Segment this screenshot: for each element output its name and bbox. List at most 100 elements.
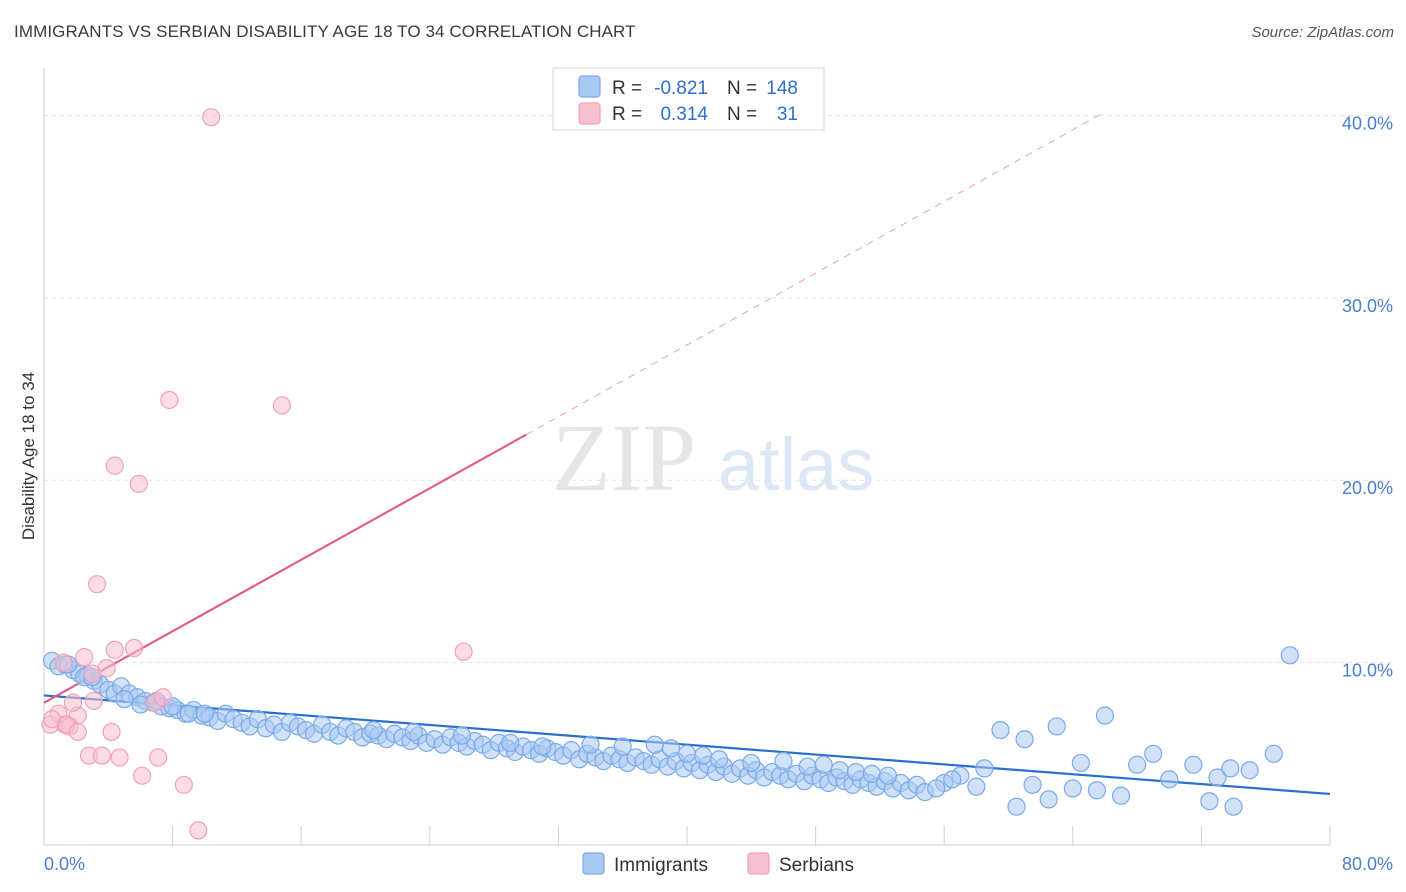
point-serbians-11 (83, 664, 102, 683)
point-serbians-2 (272, 396, 292, 415)
legend-n-value-immigrants: 148 (766, 78, 798, 99)
point-immigrants-149 (1224, 797, 1243, 816)
point-immigrants-139 (878, 766, 898, 785)
point-immigrants-130 (693, 746, 713, 765)
source-label: Source: ZipAtlas.com (1251, 24, 1394, 41)
trend-line-extension-serbians (526, 111, 1106, 436)
point-serbians-7 (75, 648, 94, 667)
point-immigrants-124 (533, 737, 552, 756)
point-immigrants-20 (115, 689, 134, 709)
data-points (41, 108, 1299, 840)
point-immigrants-122 (452, 726, 472, 745)
legend-n-label-immigrants: N = (727, 78, 757, 99)
point-immigrants-132 (742, 753, 761, 773)
y-tick-label-1: 20.0% (1342, 478, 1393, 498)
point-immigrants-32 (195, 704, 214, 723)
point-immigrants-141 (1015, 730, 1034, 749)
y-tick-label-0: 10.0% (1342, 661, 1393, 681)
point-immigrants-147 (1184, 755, 1203, 774)
point-immigrants-136 (830, 761, 849, 780)
point-immigrants-120 (364, 720, 383, 740)
point-immigrants-155 (1111, 786, 1131, 805)
point-immigrants-123 (501, 733, 520, 752)
point-serbians-6 (54, 653, 73, 672)
point-immigrants-151 (1007, 797, 1026, 816)
point-immigrants-156 (1144, 744, 1163, 763)
trend-line-serbians (43, 433, 527, 704)
point-serbians-9 (124, 638, 144, 658)
point-immigrants-154 (1087, 781, 1107, 800)
x-tick-label-1: 80.0% (1342, 854, 1393, 874)
grid-lines (44, 114, 1392, 664)
point-immigrants-140 (991, 720, 1010, 740)
point-immigrants-150 (975, 759, 994, 778)
point-serbians-27 (110, 748, 129, 767)
point-serbians-8 (105, 640, 124, 659)
point-immigrants-126 (613, 737, 632, 756)
y-axis-label: Disability Age 18 to 34 (19, 372, 38, 540)
point-serbians-23 (42, 710, 62, 729)
watermark-atlas: atlas (718, 423, 874, 506)
watermark-zip: ZIP (552, 404, 696, 511)
bottom-swatch-immigrants (582, 852, 605, 875)
point-serbians-28 (149, 748, 168, 767)
x-tick-labels: 0.0% 80.0% (44, 854, 1393, 874)
point-immigrants-157 (1208, 768, 1227, 787)
legend-r-label-serbians: R = (612, 104, 642, 125)
chart-title: IMMIGRANTS VS SERBIAN DISABILITY AGE 18 … (14, 22, 636, 41)
legend-r-label-immigrants: R = (612, 78, 642, 99)
y-tick-label-3: 40.0% (1342, 113, 1393, 133)
point-immigrants-160 (1280, 646, 1299, 665)
point-immigrants-127 (645, 735, 664, 754)
point-serbians-32 (454, 642, 473, 661)
point-immigrants-131 (710, 750, 729, 769)
point-immigrants-125 (581, 735, 600, 754)
point-serbians-4 (129, 474, 148, 493)
point-immigrants-135 (814, 755, 833, 774)
point-immigrants-166 (943, 770, 962, 789)
legend-swatch-immigrants (578, 75, 601, 98)
x-tick-label-0: 0.0% (44, 854, 85, 874)
point-serbians-30 (174, 775, 193, 794)
point-immigrants-137 (846, 762, 865, 782)
point-immigrants-144 (1095, 706, 1115, 725)
trend-line-immigrants (43, 694, 1331, 796)
x-ticks (43, 826, 1331, 845)
point-immigrants-164 (967, 777, 986, 796)
point-serbians-14 (153, 688, 173, 707)
point-immigrants-143 (1071, 753, 1090, 773)
point-serbians-26 (92, 746, 111, 765)
point-serbians-20 (102, 722, 121, 742)
point-immigrants-128 (661, 739, 681, 758)
point-immigrants-165 (927, 779, 946, 798)
point-serbians-3 (105, 456, 124, 475)
point-immigrants-129 (677, 744, 697, 763)
y-tick-labels: 10.0% 20.0% 30.0% 40.0% (1342, 113, 1393, 680)
point-serbians-1 (160, 390, 179, 410)
point-immigrants-161 (1221, 759, 1240, 778)
point-serbians-0 (202, 108, 221, 127)
point-serbians-21 (68, 722, 87, 742)
point-immigrants-134 (798, 757, 817, 776)
point-immigrants-159 (1264, 744, 1283, 763)
y-tick-label-2: 30.0% (1342, 296, 1393, 316)
point-immigrants-146 (1160, 770, 1179, 789)
point-immigrants-121 (404, 722, 423, 742)
point-immigrants-167 (1023, 775, 1042, 794)
point-serbians-12 (84, 691, 103, 711)
point-immigrants-158 (1240, 761, 1259, 780)
bottom-swatch-serbians (747, 852, 770, 875)
legend-r-value-immigrants: -0.821 (654, 78, 708, 99)
point-immigrants-153 (1063, 779, 1082, 798)
watermark: ZIP atlas (552, 404, 874, 511)
legend-r-value-serbians: 0.314 (660, 104, 708, 125)
bottom-legend-serbians: Serbians (779, 855, 854, 876)
series-legend: Immigrants Serbians (582, 852, 854, 876)
point-immigrants-133 (774, 752, 793, 771)
point-immigrants-142 (1047, 717, 1066, 736)
point-serbians-24 (63, 693, 83, 712)
stats-legend: R = -0.821 N = 148 R = 0.314 N = 31 (552, 67, 825, 131)
legend-n-value-serbians: 31 (777, 104, 798, 125)
point-serbians-31 (189, 821, 208, 840)
